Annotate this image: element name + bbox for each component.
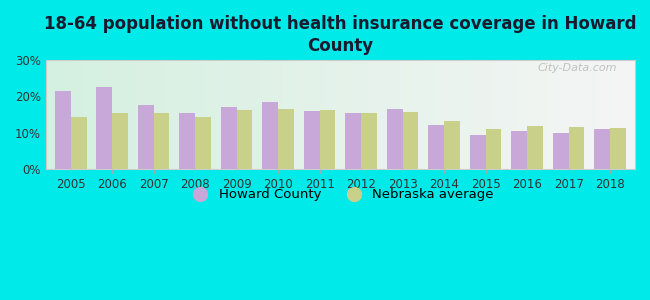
Text: City-Data.com: City-Data.com — [538, 63, 618, 73]
Bar — [569, 127, 584, 169]
Bar — [195, 117, 211, 169]
Bar — [71, 117, 86, 169]
Bar — [96, 87, 112, 169]
Bar — [594, 129, 610, 169]
Bar — [387, 109, 402, 169]
Bar — [361, 112, 377, 169]
Title: 18-64 population without health insurance coverage in Howard
County: 18-64 population without health insuranc… — [44, 15, 637, 55]
Bar — [55, 91, 71, 169]
Bar — [610, 128, 626, 169]
Bar — [512, 131, 527, 169]
Bar — [154, 113, 170, 169]
Bar — [320, 110, 335, 169]
Bar — [237, 110, 252, 169]
Bar — [553, 133, 569, 169]
Bar — [444, 121, 460, 169]
Bar — [527, 126, 543, 169]
Bar — [221, 107, 237, 169]
Bar — [112, 112, 128, 169]
Bar — [345, 112, 361, 169]
Bar — [278, 109, 294, 169]
Bar — [179, 112, 195, 169]
Bar — [304, 111, 320, 169]
Legend: Howard County, Nebraska average: Howard County, Nebraska average — [181, 183, 499, 206]
Bar — [402, 112, 419, 169]
Bar — [263, 102, 278, 169]
Bar — [486, 129, 501, 169]
Bar — [470, 135, 486, 169]
Bar — [138, 105, 154, 169]
Bar — [428, 124, 444, 169]
